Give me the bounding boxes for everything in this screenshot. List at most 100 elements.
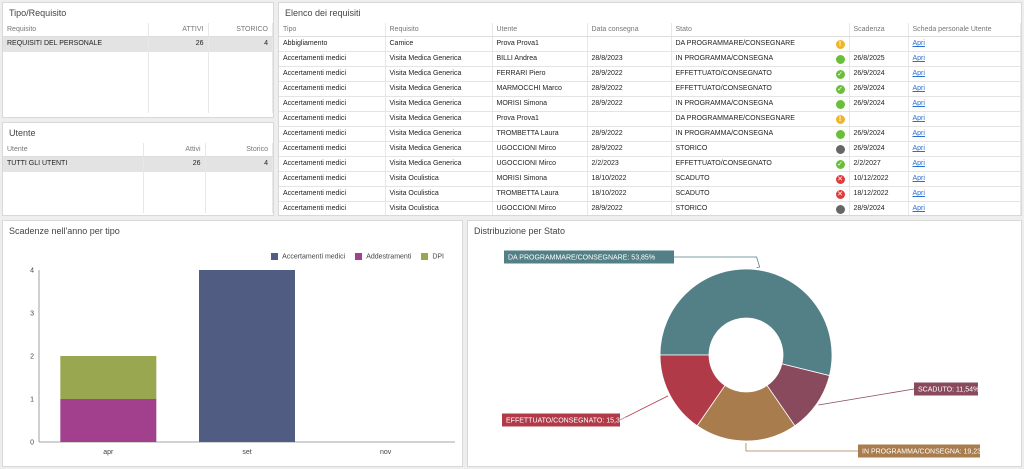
apri-link[interactable]: Apri xyxy=(912,100,925,107)
bar-segment[interactable] xyxy=(60,356,157,399)
col-header-utente[interactable]: Utente xyxy=(492,23,588,37)
cell-utente: UGOCCIONI Mirco xyxy=(492,201,588,215)
apri-link[interactable]: Apri xyxy=(912,115,925,122)
cell-scheda: Apri xyxy=(908,96,1021,112)
cell-tipo: Accertamenti medici xyxy=(279,111,386,127)
col-header-stato[interactable]: Stato xyxy=(671,23,850,37)
cell-scheda: Apri xyxy=(908,111,1021,127)
tipo-requisito-panel: Tipo/Requisito Requisito ATTIVI STORICO … xyxy=(2,2,274,118)
cell-stato: DA PROGRAMMARE/CONSEGNARE! xyxy=(671,111,850,127)
stato-text: IN PROGRAMMA/CONSEGNA xyxy=(675,130,774,137)
apri-link[interactable]: Apri xyxy=(912,160,925,167)
cell-scheda: Apri xyxy=(908,51,1021,67)
col-header-utente[interactable]: Utente xyxy=(3,143,144,157)
cell-scheda: Apri xyxy=(908,126,1021,142)
donut-slice[interactable] xyxy=(659,354,726,427)
col-header-requisito[interactable]: Requisito xyxy=(3,23,149,37)
elenco-table: Tipo Requisito Utente Data consegna Stat… xyxy=(279,23,1021,215)
cell-consegna: 28/9/2022 xyxy=(587,81,672,97)
utente-table: Utente Attivi Storico TUTTI GLI UTENTI 2… xyxy=(3,143,273,213)
table-row[interactable]: Accertamenti medici Visita Oculistica UGOC… xyxy=(279,201,1021,215)
cell-tipo: Accertamenti medici xyxy=(279,171,386,187)
cell-scheda: Apri xyxy=(908,66,1021,82)
cell-scadenza: 2/2/2027 xyxy=(849,156,909,172)
col-header-storico[interactable]: Storico xyxy=(205,143,273,157)
col-header-attivi[interactable]: ATTIVI xyxy=(148,23,209,37)
status-green-icon xyxy=(835,129,845,139)
table-row[interactable]: Accertamenti medici Visita Oculistica MORI… xyxy=(279,171,1021,187)
table-row[interactable]: Accertamenti medici Visita Medica Generic… xyxy=(279,156,1021,172)
apri-link[interactable]: Apri xyxy=(912,145,925,152)
table-row[interactable]: Accertamenti medici Visita Medica Generic… xyxy=(279,96,1021,112)
stato-text: SCADUTO xyxy=(675,175,710,182)
legend-item[interactable]: DPI xyxy=(421,253,444,260)
table-row[interactable]: Accertamenti medici Visita Medica Generic… xyxy=(279,51,1021,67)
cell-consegna: 2/2/2023 xyxy=(587,156,672,172)
label-leader-line xyxy=(745,443,858,452)
cell-consegna xyxy=(587,111,672,127)
cell-scadenza: 18/12/2022 xyxy=(849,186,909,202)
table-row[interactable]: Accertamenti medici Visita Medica Generic… xyxy=(279,111,1021,127)
apri-link[interactable]: Apri xyxy=(912,40,925,47)
legend-item[interactable]: Accertamenti medici xyxy=(271,253,345,260)
table-row[interactable]: REQUISITI DEL PERSONALE 26 4 xyxy=(3,36,273,52)
apri-link[interactable]: Apri xyxy=(912,175,925,182)
table-row[interactable]: Accertamenti medici Visita Medica Generic… xyxy=(279,81,1021,97)
label-leader-line xyxy=(619,395,669,421)
col-header-requisito[interactable]: Requisito xyxy=(385,23,493,37)
cell-requisito: Visita Medica Generica xyxy=(385,111,493,127)
cell-consegna: 28/9/2022 xyxy=(587,126,672,142)
donut-slice[interactable] xyxy=(659,268,833,377)
table-row[interactable]: Abbigliamento Camice Prova Prova1 DA PROGRA… xyxy=(279,36,1021,52)
cell-tipo: Accertamenti medici xyxy=(279,126,386,142)
status-check-icon: ✓ xyxy=(835,69,845,79)
cell-utente: BILLI Andrea xyxy=(492,51,588,67)
apri-link[interactable]: Apri xyxy=(912,190,925,197)
cell-tipo: Accertamenti medici xyxy=(279,186,386,202)
cell-requisito: Visita Medica Generica xyxy=(385,156,493,172)
bar-chart: 0 1 2 3 4 apr set nov xyxy=(30,268,455,456)
cell-tipo: Accertamenti medici xyxy=(279,156,386,172)
table-row[interactable]: TUTTI GLI UTENTI 26 4 xyxy=(3,156,273,172)
table-row[interactable]: Accertamenti medici Visita Oculistica TROM… xyxy=(279,186,1021,202)
cell-scadenza: 26/9/2024 xyxy=(849,141,909,157)
donut-slice[interactable] xyxy=(696,384,796,442)
apri-link[interactable]: Apri xyxy=(912,55,925,62)
cell-requisito: Visita Medica Generica xyxy=(385,66,493,82)
apri-link[interactable]: Apri xyxy=(912,70,925,77)
y-tick-label: 0 xyxy=(30,440,34,447)
apri-link[interactable]: Apri xyxy=(912,85,925,92)
bar-segment[interactable] xyxy=(60,399,157,442)
col-header-data-consegna[interactable]: Data consegna xyxy=(587,23,672,37)
table-row[interactable]: Accertamenti medici Visita Medica Generic… xyxy=(279,126,1021,142)
cell-attivi: 26 xyxy=(143,156,206,172)
stato-text: DA PROGRAMMARE/CONSEGNARE xyxy=(675,40,795,47)
status-green-icon xyxy=(835,99,845,109)
stato-text: IN PROGRAMMA/CONSEGNA xyxy=(675,55,774,62)
cell-scheda: Apri xyxy=(908,171,1021,187)
cell-utente: UGOCCIONI Mirco xyxy=(492,141,588,157)
cell-tipo: Accertamenti medici xyxy=(279,66,386,82)
cell-tipo: Accertamenti medici xyxy=(279,96,386,112)
x-tick-label: apr xyxy=(103,449,114,456)
col-header-storico[interactable]: STORICO xyxy=(208,23,273,37)
y-tick-label: 4 xyxy=(30,268,34,275)
cell-requisito: REQUISITI DEL PERSONALE xyxy=(3,36,149,52)
cell-consegna: 28/9/2022 xyxy=(587,66,672,82)
col-header-scheda[interactable]: Scheda personale Utente xyxy=(908,23,1021,37)
status-check-icon: ✓ xyxy=(835,84,845,94)
x-tick-label: set xyxy=(242,449,251,456)
col-header-attivi[interactable]: Attivi xyxy=(143,143,206,157)
apri-link[interactable]: Apri xyxy=(912,130,925,137)
col-header-tipo[interactable]: Tipo xyxy=(279,23,386,37)
bar-segment[interactable] xyxy=(199,270,295,442)
cell-utente: TUTTI GLI UTENTI xyxy=(3,156,144,172)
status-grey-icon xyxy=(835,204,845,214)
cell-stato: STORICO xyxy=(671,141,850,157)
cell-scadenza: 26/9/2024 xyxy=(849,96,909,112)
table-row[interactable]: Accertamenti medici Visita Medica Generic… xyxy=(279,141,1021,157)
legend-item[interactable]: Addestramenti xyxy=(355,253,411,260)
apri-link[interactable]: Apri xyxy=(912,205,925,212)
col-header-scadenza[interactable]: Scadenza xyxy=(849,23,909,37)
table-row[interactable]: Accertamenti medici Visita Medica Generic… xyxy=(279,66,1021,82)
